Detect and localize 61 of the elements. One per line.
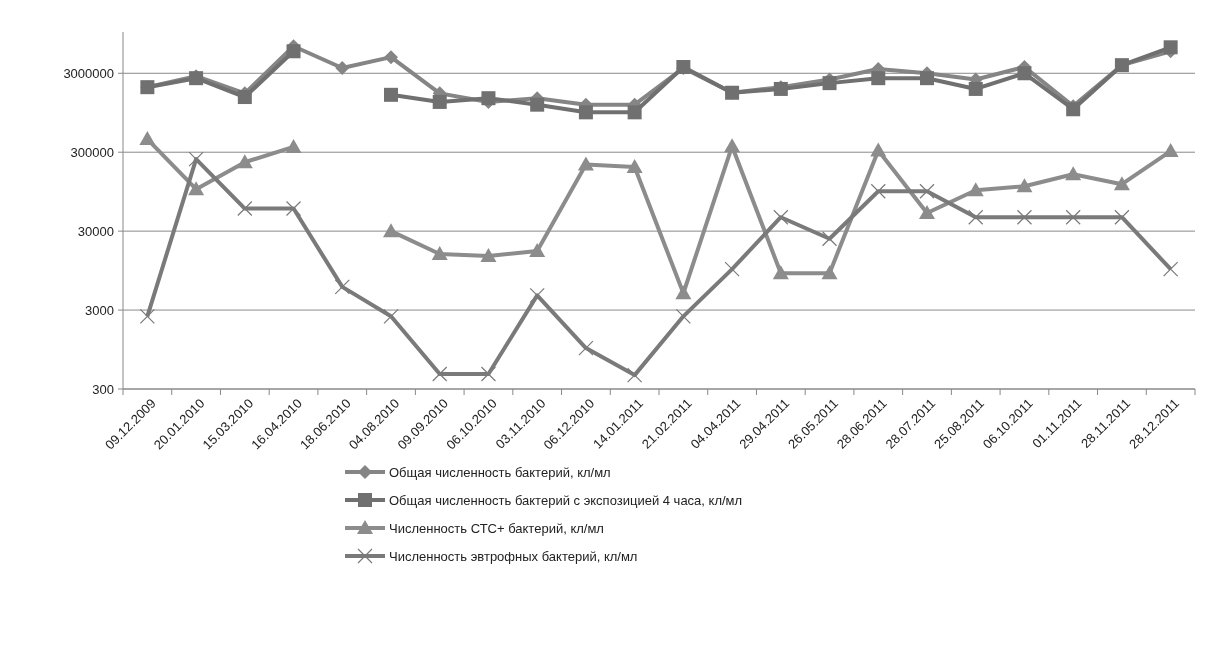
point (1016, 209, 1033, 225)
y-tick-label: 3000000 (63, 65, 114, 81)
point (627, 105, 642, 120)
point (773, 209, 789, 225)
point (480, 248, 497, 263)
point (480, 366, 497, 382)
point (1163, 261, 1179, 277)
point (968, 81, 983, 96)
point (286, 44, 301, 59)
point (578, 340, 594, 356)
legend-label: Численность СТС+ бактерий, кл/мл (389, 520, 604, 536)
point (821, 231, 838, 247)
point (285, 200, 302, 217)
point (626, 158, 643, 173)
legend-label: Общая численность бактерий, кл/мл (389, 464, 611, 480)
point (384, 87, 398, 102)
point (1065, 209, 1081, 225)
point (384, 50, 398, 65)
point (968, 209, 984, 225)
point (1163, 40, 1178, 55)
point (335, 60, 350, 75)
point (188, 181, 205, 196)
legend-label: Общая численность бактерий с экспозицией 4 часа, кл/мл (389, 492, 743, 508)
y-tick-label: 3000 (85, 302, 114, 318)
point (871, 71, 886, 86)
point (919, 204, 935, 219)
point (383, 223, 399, 238)
point (530, 97, 545, 112)
point (772, 265, 789, 280)
point (870, 142, 887, 157)
y-tick-label: 30000 (77, 223, 114, 239)
point (1016, 178, 1033, 193)
point (432, 366, 448, 382)
point (1114, 209, 1130, 225)
point (578, 105, 593, 120)
point (139, 131, 156, 146)
point (920, 71, 934, 86)
point (821, 265, 838, 280)
point (577, 156, 594, 171)
point (870, 183, 886, 199)
point (967, 182, 984, 197)
point (1017, 66, 1032, 81)
point (431, 245, 448, 260)
point (139, 308, 155, 324)
point (1113, 176, 1130, 191)
y-tick-label: 300000 (70, 144, 114, 160)
point (334, 279, 350, 295)
point (919, 183, 935, 199)
legend-label: Численность эвтрофных бактерий, кл/мл (389, 548, 638, 564)
y-tick-label: 300 (92, 381, 114, 397)
point (1065, 166, 1082, 181)
point (724, 138, 741, 153)
point (432, 94, 447, 109)
point (822, 76, 837, 91)
point (529, 243, 546, 258)
point (237, 90, 252, 105)
point (188, 151, 204, 167)
point (675, 285, 692, 300)
point (236, 154, 253, 169)
point (285, 138, 302, 153)
point (237, 200, 253, 217)
